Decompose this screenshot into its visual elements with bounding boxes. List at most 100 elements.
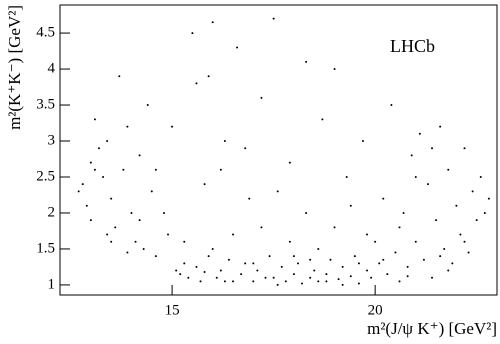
point: [296, 262, 299, 265]
point: [341, 283, 344, 286]
point: [150, 190, 153, 193]
point: [325, 273, 328, 276]
point: [414, 240, 417, 243]
point: [268, 255, 271, 258]
y-tick-label: 2.5: [36, 168, 55, 184]
point: [422, 258, 425, 261]
point: [288, 240, 291, 243]
point: [439, 255, 442, 258]
point: [81, 183, 84, 186]
point: [390, 104, 393, 107]
point: [126, 251, 129, 254]
point: [211, 247, 214, 250]
point: [406, 275, 409, 278]
point: [305, 60, 308, 63]
point: [353, 255, 356, 258]
point: [361, 140, 364, 143]
point: [175, 269, 178, 272]
point: [366, 269, 369, 272]
point: [110, 240, 113, 243]
point: [276, 190, 279, 193]
point: [292, 273, 295, 276]
point: [122, 168, 125, 171]
y-tick-label: 3.5: [36, 96, 55, 112]
point: [443, 247, 446, 250]
x-tick-label: 20: [368, 302, 383, 318]
point: [77, 190, 80, 193]
point: [93, 118, 96, 121]
point: [309, 276, 312, 279]
point: [106, 140, 109, 143]
point: [154, 168, 157, 171]
point: [85, 204, 88, 207]
point: [118, 75, 121, 78]
point: [154, 255, 157, 258]
point: [447, 168, 450, 171]
point: [309, 258, 312, 261]
point: [89, 161, 92, 164]
point: [167, 233, 170, 236]
point: [219, 168, 222, 171]
point: [329, 258, 332, 261]
point: [191, 32, 194, 35]
point: [102, 175, 105, 178]
point: [232, 280, 235, 283]
point: [301, 282, 304, 285]
point: [244, 262, 247, 265]
point: [195, 82, 198, 85]
y-tick-label: 1.5: [36, 240, 55, 256]
point: [386, 273, 389, 276]
point: [374, 240, 377, 243]
point: [199, 280, 202, 283]
point: [406, 265, 409, 268]
point: [280, 265, 283, 268]
point: [219, 269, 222, 272]
point: [232, 233, 235, 236]
point: [402, 211, 405, 214]
point: [223, 140, 226, 143]
point: [487, 197, 490, 200]
point: [475, 219, 478, 222]
point: [187, 276, 190, 279]
point: [215, 276, 218, 279]
point: [455, 204, 458, 207]
point: [447, 269, 450, 272]
point: [106, 233, 109, 236]
point: [276, 283, 279, 286]
point: [138, 219, 141, 222]
x-tick-label: 15: [165, 302, 180, 318]
point: [414, 175, 417, 178]
point: [349, 204, 352, 207]
point: [333, 226, 336, 229]
point: [398, 280, 401, 283]
point: [252, 262, 255, 265]
point: [227, 258, 230, 261]
point: [183, 262, 186, 265]
point: [483, 211, 486, 214]
point: [370, 276, 373, 279]
point: [341, 265, 344, 268]
plot-frame: [59, 4, 498, 296]
point: [183, 240, 186, 243]
y-tick-label: 2: [48, 204, 56, 220]
point: [179, 273, 182, 276]
point: [479, 175, 482, 178]
annotation: LHCb: [390, 36, 435, 56]
point: [333, 68, 336, 71]
point: [244, 147, 247, 150]
point: [211, 21, 214, 24]
x-axis-title: m²(J/ψ K⁺) [GeV²]: [367, 319, 497, 338]
point: [97, 147, 100, 150]
point: [110, 197, 113, 200]
point: [325, 280, 328, 283]
point: [236, 46, 239, 49]
point: [337, 278, 340, 281]
point: [431, 276, 434, 279]
y-tick-label: 4.5: [36, 25, 55, 41]
point: [171, 125, 174, 128]
point: [272, 276, 275, 279]
y-tick-label: 3: [48, 132, 56, 148]
point: [207, 75, 210, 78]
point: [114, 226, 117, 229]
